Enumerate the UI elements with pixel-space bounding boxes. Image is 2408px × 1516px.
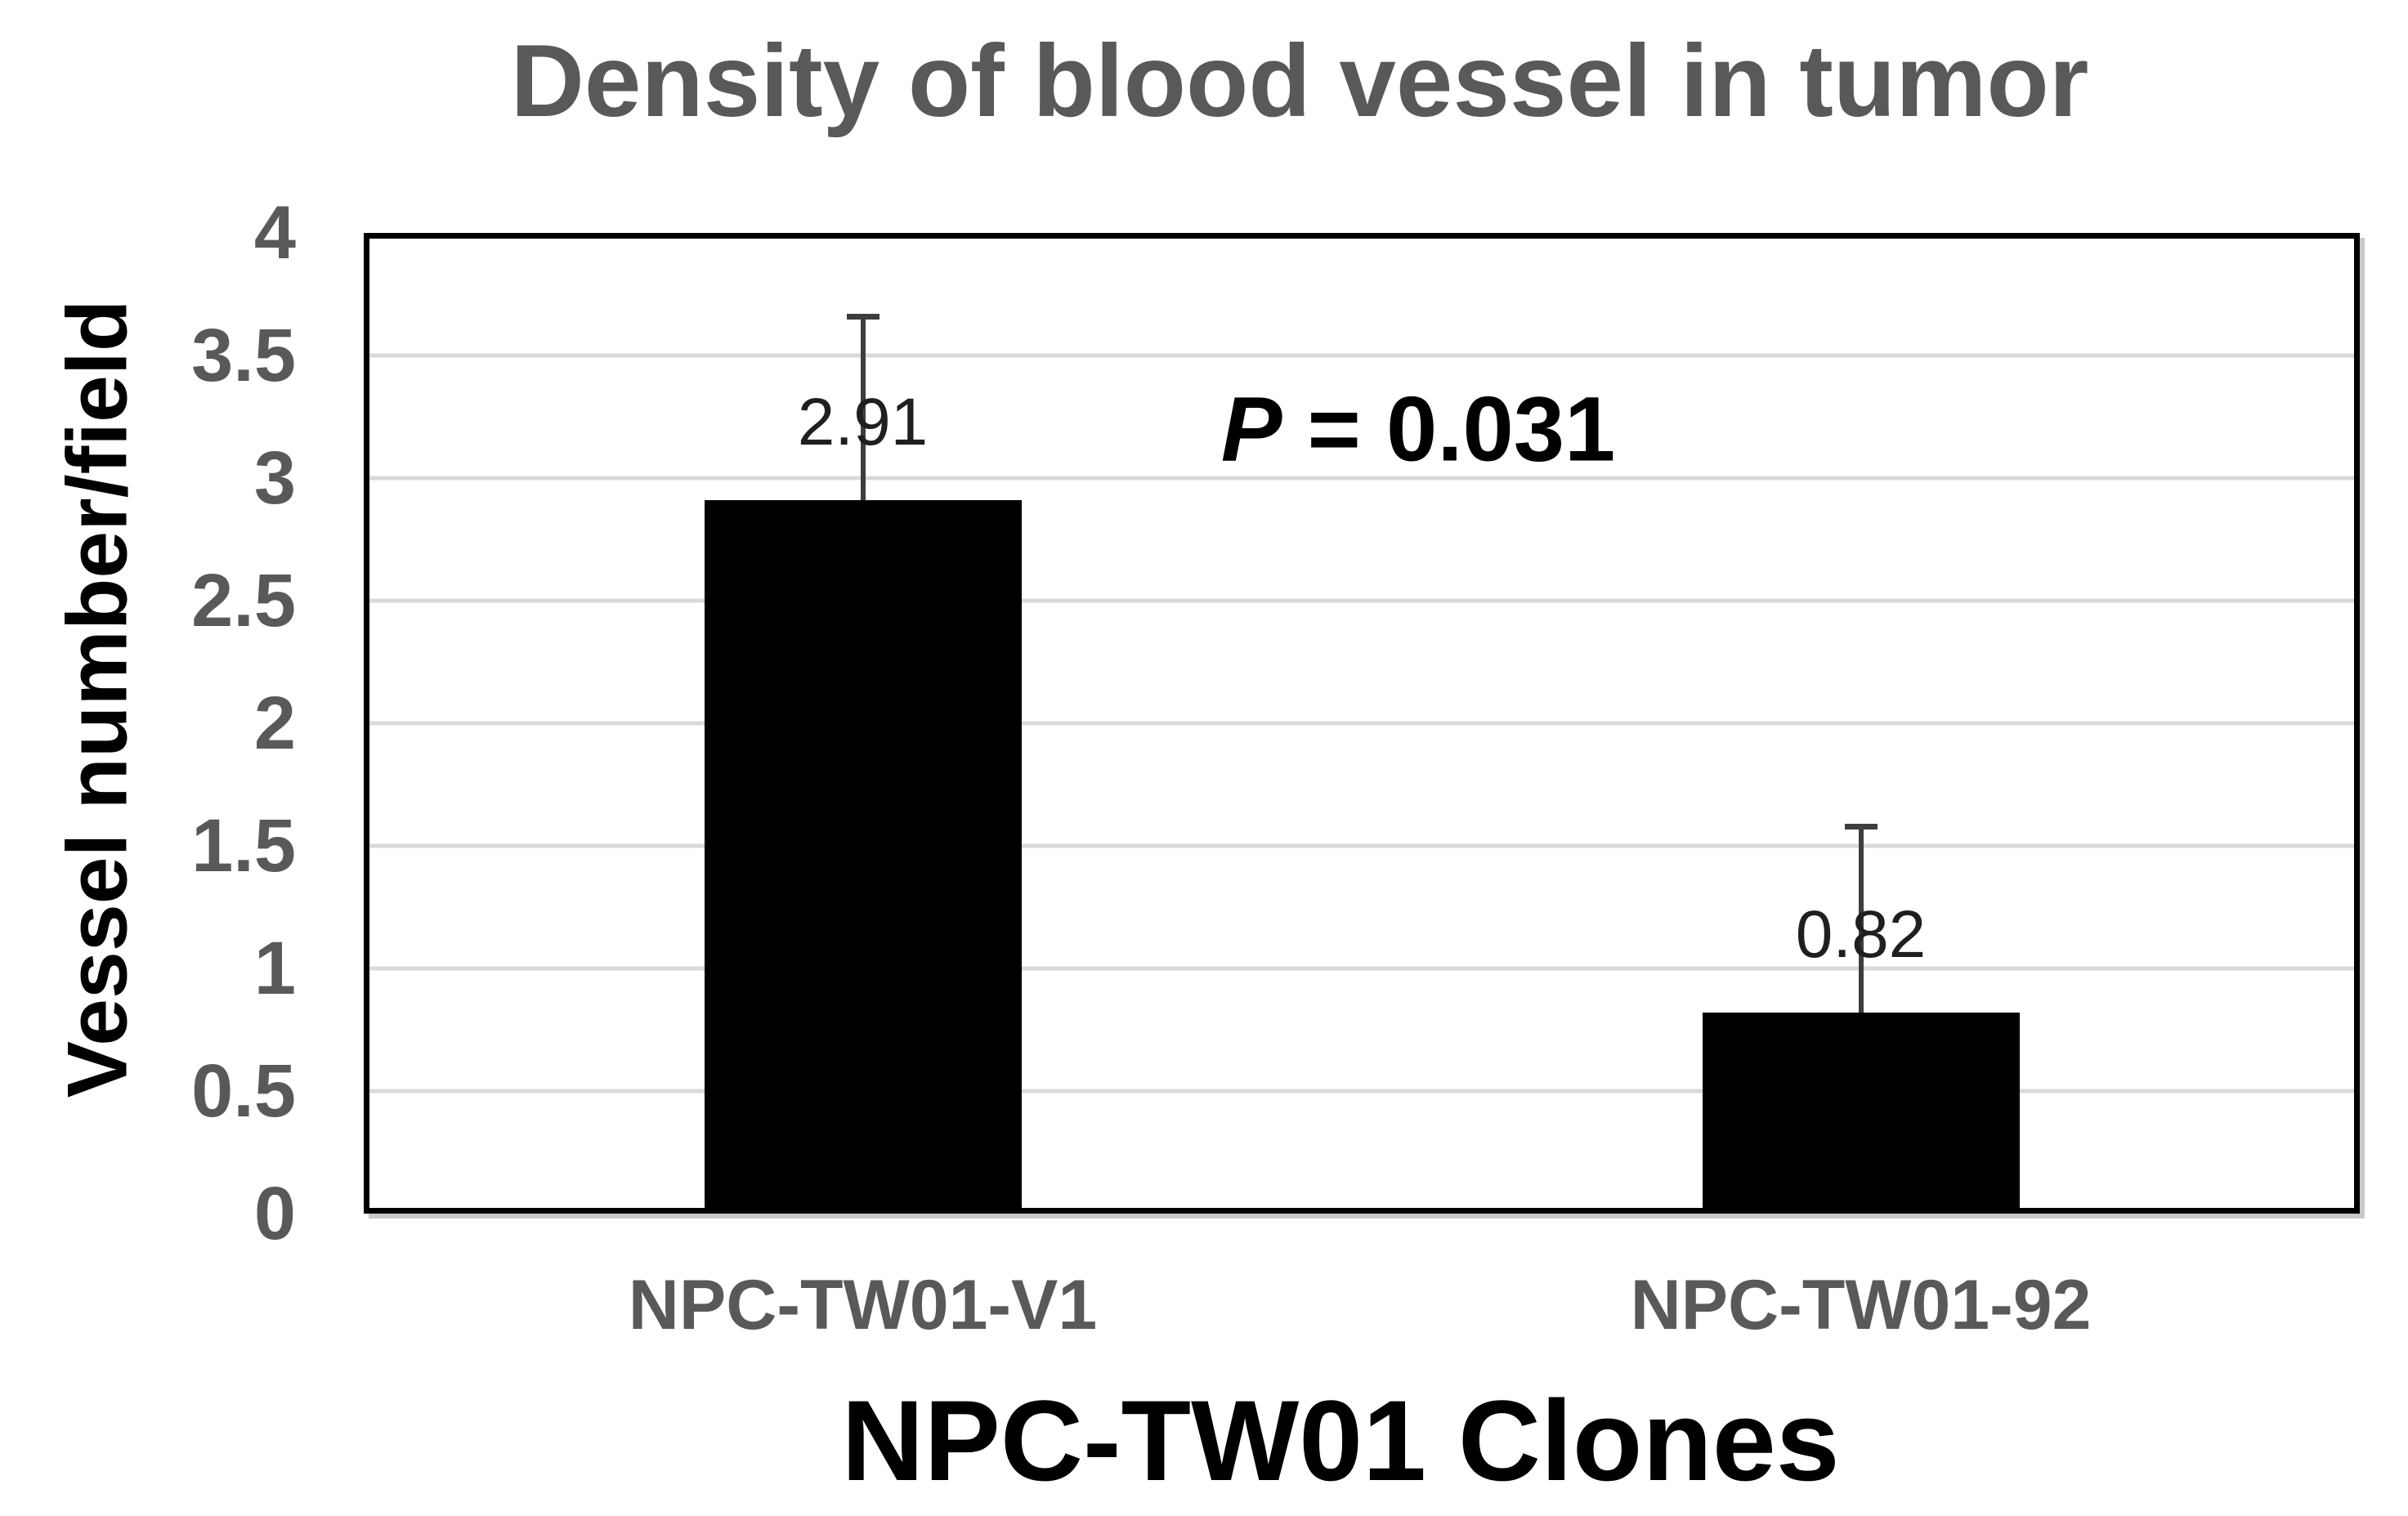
y-tick-label: 1 xyxy=(253,927,296,1010)
gridline xyxy=(364,353,2360,358)
bar-NPC-TW01-92 xyxy=(1702,1013,2020,1214)
error-bar-cap xyxy=(1844,824,1878,830)
error-bar-line xyxy=(1858,826,1864,1013)
y-tick-label: 4 xyxy=(253,191,296,275)
error-bar-cap xyxy=(846,314,880,320)
y-tick-label: 2.5 xyxy=(191,559,296,642)
bar-NPC-TW01-V1 xyxy=(704,500,1022,1214)
error-bar-line xyxy=(860,316,866,500)
y-tick-label: 3.5 xyxy=(191,314,296,397)
y-tick-label: 1.5 xyxy=(191,804,296,888)
y-tick-label: 0.5 xyxy=(191,1049,296,1133)
gridline xyxy=(364,966,2360,971)
x-axis-title: NPC-TW01 Clones xyxy=(841,1376,1840,1505)
p-symbol: P xyxy=(1220,378,1282,481)
chart-title: Density of blood vessel in tumor xyxy=(510,25,2089,138)
y-tick-label: 0 xyxy=(253,1172,296,1255)
plot-area: 2.91 0.82 P = 0.031 xyxy=(364,233,2360,1214)
x-tick-label: NPC-TW01-V1 xyxy=(628,1266,1098,1344)
x-tick-label: NPC-TW01-92 xyxy=(1630,1266,2092,1344)
gridline xyxy=(364,476,2360,481)
y-tick-label: 3 xyxy=(253,436,296,520)
bar-value-label: 2.91 xyxy=(797,385,929,459)
gridline xyxy=(364,721,2360,726)
gridline xyxy=(364,843,2360,848)
bar-value-label: 0.82 xyxy=(1795,897,1927,972)
gridline xyxy=(364,598,2360,603)
p-value-annotation: P = 0.031 xyxy=(1221,377,1616,482)
y-tick-label: 2 xyxy=(253,682,296,765)
p-value-text: = 0.031 xyxy=(1282,378,1616,481)
gridline xyxy=(364,1089,2360,1093)
